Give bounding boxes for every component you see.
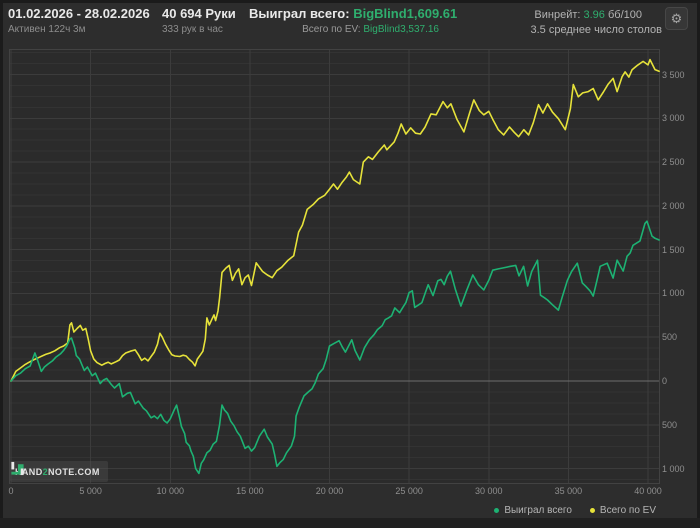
x-axis-tick-label: 0 <box>8 486 14 496</box>
legend-label: Выиграл всего <box>504 505 572 516</box>
y-axis-tick-label: 1 000 <box>662 288 685 299</box>
y-axis-tick-label: 500 <box>662 332 678 343</box>
x-axis-tick-label: 30 000 <box>474 486 503 496</box>
x-axis-tick-label: 25 000 <box>395 486 423 496</box>
legend-item-1[interactable]: Всего по EV <box>589 505 656 516</box>
settings-gear-icon[interactable]: ⚙ <box>665 7 688 30</box>
header: 01.02.2026 - 28.02.2026 Активен 122ч 3м … <box>3 3 697 47</box>
hand2note-logo-icon <box>11 461 24 476</box>
won-total-label: Выиграл всего: <box>249 6 350 21</box>
watermark-text: HAND2NOTE.COM <box>15 466 100 477</box>
x-axis-tick-label: 35 000 <box>554 486 583 496</box>
legend-dot-icon <box>494 508 500 513</box>
window-bottom-edge <box>0 518 700 528</box>
x-axis-tick-label: 20 000 <box>315 486 344 496</box>
legend-dot-icon <box>589 508 595 513</box>
y-axis-tick-label: 0 <box>662 376 668 386</box>
series-line <box>10 220 660 475</box>
ev-total-label: Всего по EV: <box>302 24 361 35</box>
winrate-value: 3.96 <box>583 9 605 21</box>
y-axis-tick-label: 2 500 <box>662 157 685 168</box>
avg-tables: 3.5 среднее число столов <box>530 24 662 36</box>
hands-per-hour: 333 рук в час <box>162 24 223 35</box>
chart-legend: Выиграл всего Всего по EV <box>494 505 656 516</box>
x-axis-tick-label: 10 000 <box>156 486 185 496</box>
series-line <box>10 58 660 382</box>
y-axis-tick-label: 3 500 <box>662 69 685 80</box>
y-axis-tick-label: 1 500 <box>662 244 685 255</box>
date-range: 01.02.2026 - 28.02.2026 <box>8 6 150 21</box>
y-axis-tick-label: 500 <box>662 419 678 430</box>
y-axis-tick-label: 1 000 <box>662 463 685 474</box>
hands-total: 40 694 Руки <box>162 6 236 21</box>
ev-total-value: BigBlind3,537.16 <box>363 24 439 35</box>
active-time: Активен 122ч 3м <box>8 24 86 35</box>
winnings-graph: 3 500 3 000 2 500 2 000 1 500 1 000 500 0 500 1 0… <box>3 3 700 518</box>
won-total-value: BigBlind1,609.61 <box>353 6 458 21</box>
x-axis-tick-label: 40 000 <box>634 486 662 496</box>
legend-item-0[interactable]: Выиграл всего <box>494 505 572 516</box>
hand2note-watermark: HAND2NOTE.COM <box>10 461 108 482</box>
y-axis-tick-label: 3 000 <box>662 113 685 124</box>
winrate-unit: бб/100 <box>607 9 642 21</box>
x-axis-tick-label: 5 000 <box>79 486 102 496</box>
legend-label: Всего по EV <box>599 505 656 516</box>
y-axis-tick-label: 2 000 <box>662 200 685 211</box>
winrate-label: Винрейт: <box>534 9 581 21</box>
stats-window: 3 500 3 000 2 500 2 000 1 500 1 000 500 0 500 1 0… <box>3 3 697 518</box>
x-axis-tick-label: 15 000 <box>236 486 264 496</box>
